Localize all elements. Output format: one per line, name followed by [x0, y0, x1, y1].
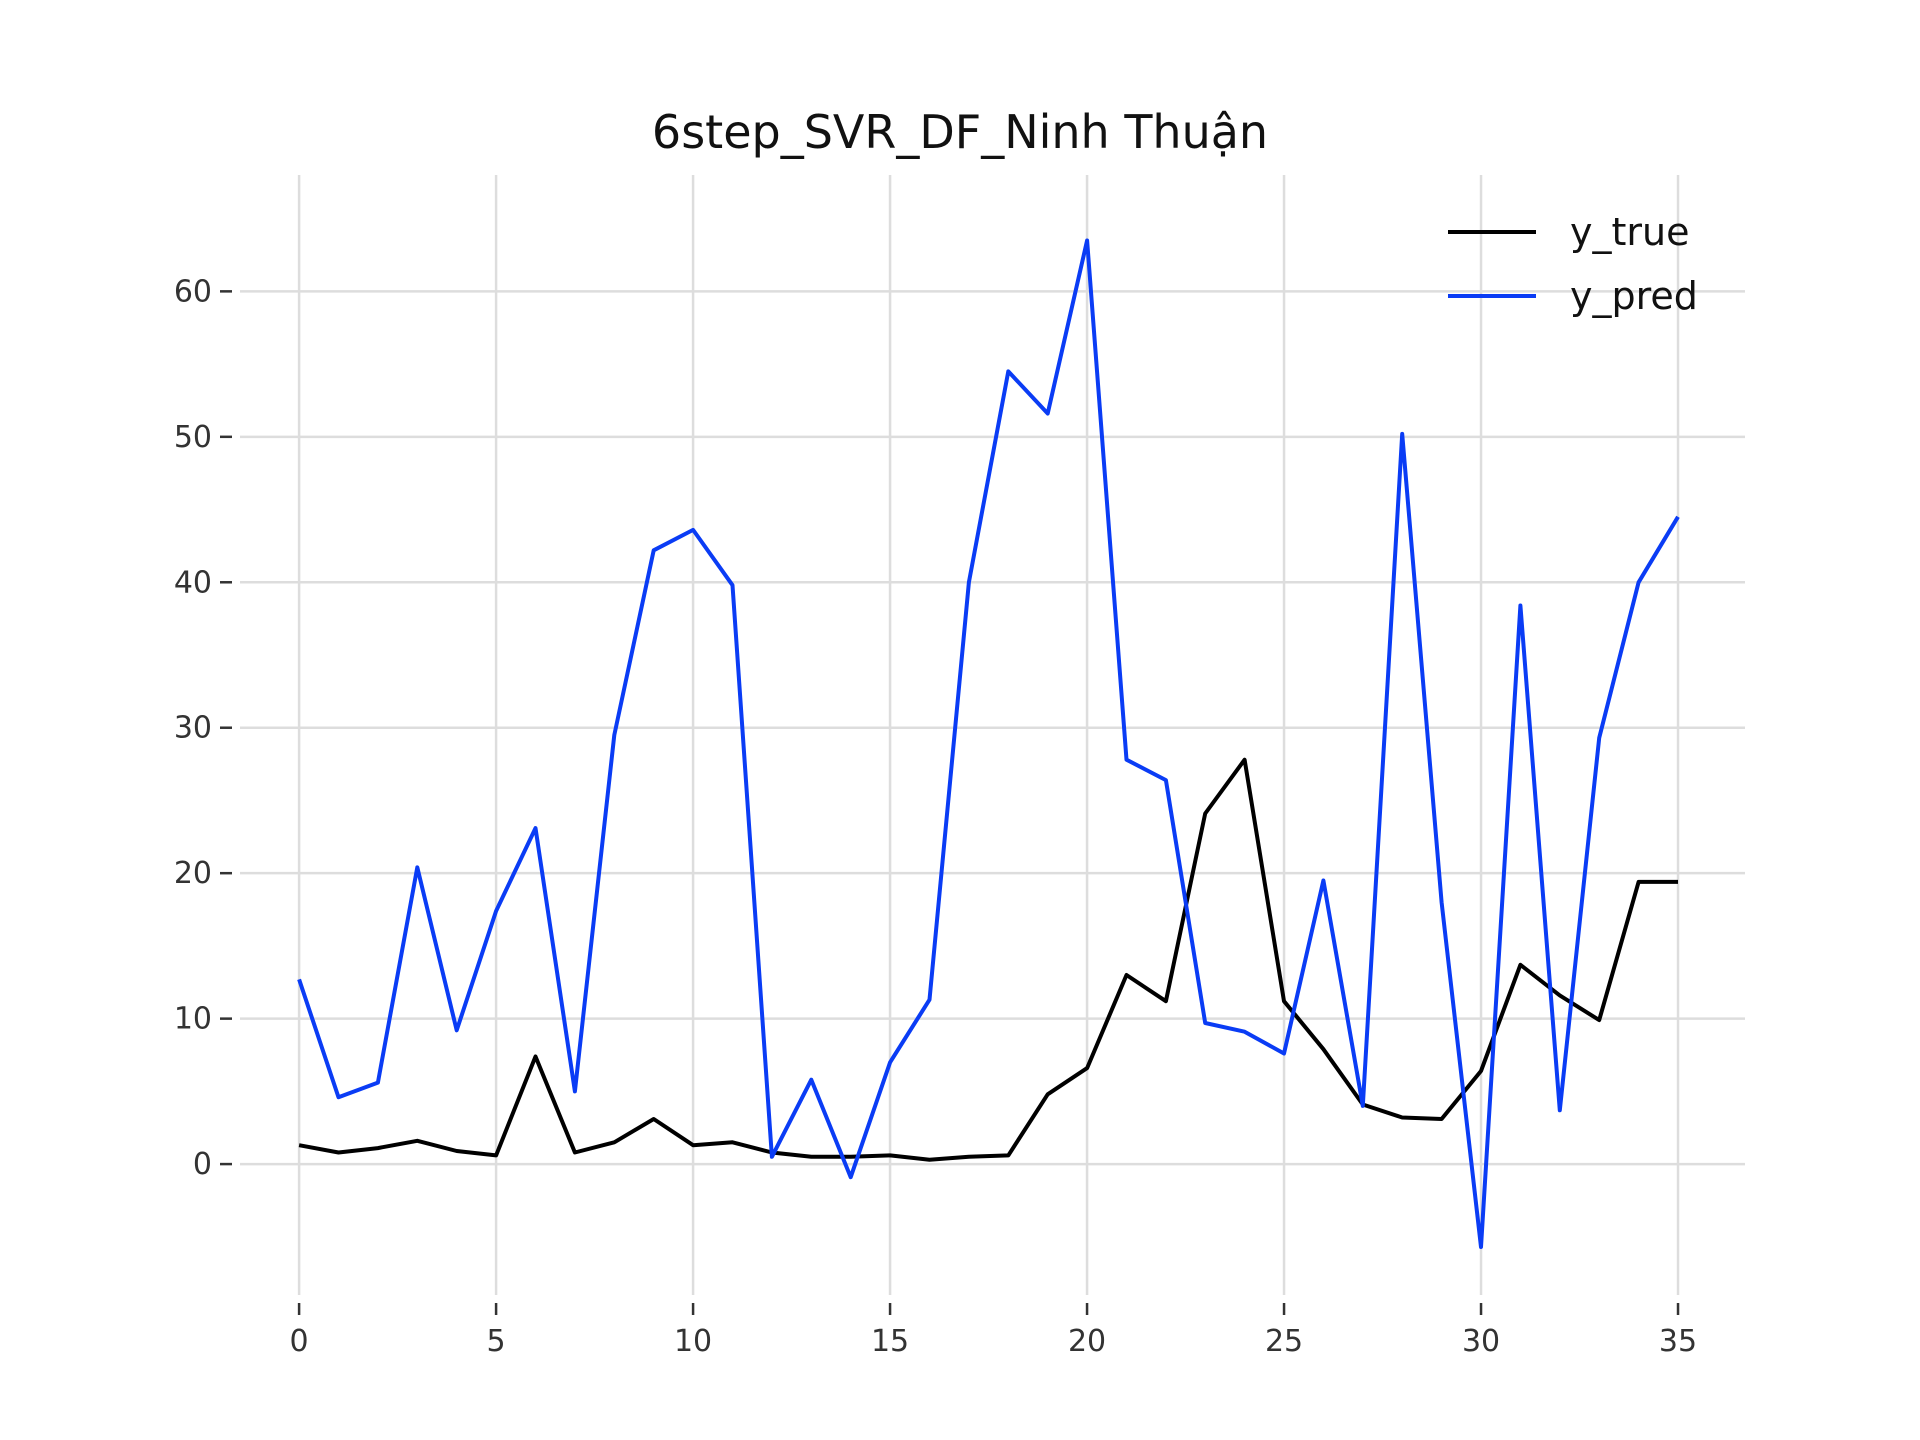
x-tick-label: 35: [1659, 1324, 1697, 1359]
x-tick-label: 20: [1068, 1324, 1106, 1359]
x-tick-label: 10: [674, 1324, 712, 1359]
series-lines: [297, 238, 1680, 1249]
x-tick-label: 30: [1462, 1324, 1500, 1359]
legend-label-y_pred: y_pred: [1570, 274, 1698, 318]
x-tick-label: 15: [871, 1324, 909, 1359]
legend-label-y_true: y_true: [1570, 210, 1689, 254]
y-tick-label: 0: [193, 1147, 212, 1182]
series-line-y_pred: [297, 238, 1680, 1249]
axis-ticks: 0 5 10 15 20 25 30 35 0 10 20 30 40 50 60: [174, 274, 1697, 1359]
chart-title: 6step_SVR_DF_Ninh Thuận: [652, 105, 1268, 159]
x-tick-label: 0: [290, 1324, 309, 1359]
y-tick-label: 50: [174, 420, 212, 455]
y-tick-label: 30: [174, 711, 212, 746]
y-tick-label: 20: [174, 856, 212, 891]
y-tick-label: 40: [174, 565, 212, 600]
series-line-y_true: [298, 757, 1678, 1162]
x-tick-label: 5: [487, 1324, 506, 1359]
legend: y_true y_pred: [1448, 210, 1698, 318]
gridlines: [240, 175, 1745, 1295]
y-tick-label: 10: [174, 1002, 212, 1037]
y-tick-label: 60: [174, 274, 212, 309]
x-tick-label: 25: [1265, 1324, 1303, 1359]
